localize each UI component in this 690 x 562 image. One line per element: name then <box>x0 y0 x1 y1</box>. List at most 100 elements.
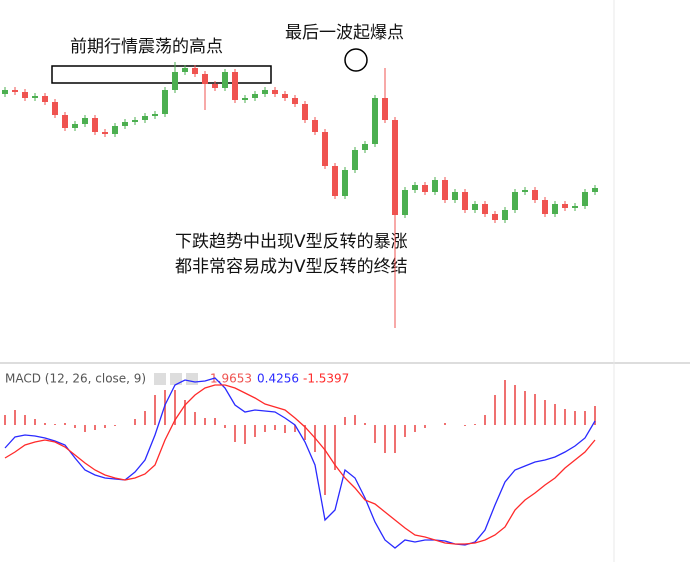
candle-body <box>132 120 138 122</box>
candle-body <box>512 192 518 210</box>
histogram-bar <box>414 425 416 432</box>
signal-value: -1.5397 <box>303 372 349 386</box>
histogram-bar <box>354 415 356 425</box>
histogram-bar <box>64 423 66 425</box>
histogram-bar <box>144 411 146 425</box>
histogram-bar <box>174 390 176 425</box>
highlight-circle <box>344 48 368 72</box>
histogram-bar <box>34 419 36 425</box>
candle-body <box>62 115 68 128</box>
histogram-bar <box>374 425 376 443</box>
histogram-bar <box>474 424 476 425</box>
annotation: 下跌趋势中出现V型反转的暴涨 <box>175 232 408 252</box>
candle-body <box>572 206 578 208</box>
histogram-bar <box>324 425 326 495</box>
candle-body <box>362 144 368 150</box>
candle-body <box>92 118 98 132</box>
candle-body <box>472 204 478 210</box>
histogram-bar <box>184 400 186 425</box>
candle-body <box>372 98 378 144</box>
histogram-bar <box>584 411 586 425</box>
histogram-bar <box>364 423 366 425</box>
histogram-bar <box>214 418 216 425</box>
candle-body <box>162 90 168 114</box>
candle-body <box>232 72 238 100</box>
candle-body <box>252 94 258 98</box>
candle-body <box>222 72 228 88</box>
icon[interactable] <box>154 373 166 385</box>
candle-body <box>432 180 438 192</box>
candle-body <box>42 96 48 102</box>
histogram-bar <box>484 415 486 425</box>
annotation: 前期行情震荡的高点 <box>70 37 223 57</box>
indicator-title: MACD (12, 26, close, 9) <box>5 372 146 386</box>
histogram-bar <box>94 425 96 430</box>
histogram-bar <box>244 425 246 444</box>
candle-body <box>262 90 268 94</box>
highlight-box <box>51 65 272 84</box>
candle-body <box>122 122 128 126</box>
macd-value: 0.4256 <box>257 372 299 386</box>
histogram-bar <box>104 425 106 428</box>
candle-body <box>582 192 588 206</box>
histogram-bar <box>234 425 236 442</box>
histogram-bar <box>224 425 226 428</box>
histogram-bar <box>304 425 306 440</box>
histogram-bar <box>574 411 576 425</box>
candle-body <box>532 190 538 200</box>
candle-body <box>292 98 298 104</box>
candle-body <box>2 90 8 94</box>
candle-body <box>242 98 248 100</box>
histogram-bar <box>554 404 556 425</box>
histogram-bar <box>504 380 506 425</box>
candle-body <box>282 94 288 98</box>
candle-body <box>522 190 528 192</box>
candle-body <box>542 200 548 214</box>
histogram-bar <box>524 391 526 425</box>
histogram-bar <box>464 425 466 426</box>
histogram-bar <box>564 409 566 425</box>
histogram-bar <box>394 425 396 453</box>
candle-body <box>452 192 458 200</box>
icon[interactable] <box>186 373 198 385</box>
histogram-bar <box>114 425 116 426</box>
histogram-bar <box>134 419 136 425</box>
histogram-bar <box>284 425 286 433</box>
histogram-bar <box>254 425 256 437</box>
candle-body <box>312 120 318 132</box>
indicator-line <box>4 377 596 549</box>
candle-body <box>462 192 468 210</box>
candle-body <box>202 74 208 84</box>
histogram-bar <box>294 425 296 432</box>
candle-body <box>72 124 78 128</box>
candle-body <box>112 126 118 134</box>
histogram-bar <box>334 425 336 470</box>
candle-body <box>152 114 158 116</box>
candle-body <box>392 120 398 215</box>
histogram-bar <box>514 385 516 425</box>
candle-body <box>322 132 328 166</box>
histogram-bar <box>264 425 266 432</box>
candle-body <box>592 188 598 192</box>
candle-body <box>182 68 188 72</box>
histogram-bar <box>534 394 536 425</box>
candle-body <box>552 204 558 214</box>
candle-body <box>302 104 308 120</box>
histogram-bar <box>84 425 86 432</box>
histogram-bar <box>424 425 426 428</box>
candle-body <box>272 90 278 94</box>
candle-body <box>492 214 498 220</box>
candle-body <box>212 84 218 88</box>
histogram-bar <box>24 415 26 425</box>
candle-body <box>102 132 108 134</box>
histogram-value: 1.9653 <box>210 372 252 386</box>
histogram-bar <box>74 425 76 428</box>
histogram-bar <box>44 423 46 425</box>
icon[interactable] <box>170 373 182 385</box>
histogram-bar <box>14 410 16 425</box>
candle-body <box>482 204 488 214</box>
histogram-bar <box>344 417 346 425</box>
histogram-bar <box>494 395 496 425</box>
candle-body <box>562 204 568 208</box>
candle-body <box>412 185 418 190</box>
